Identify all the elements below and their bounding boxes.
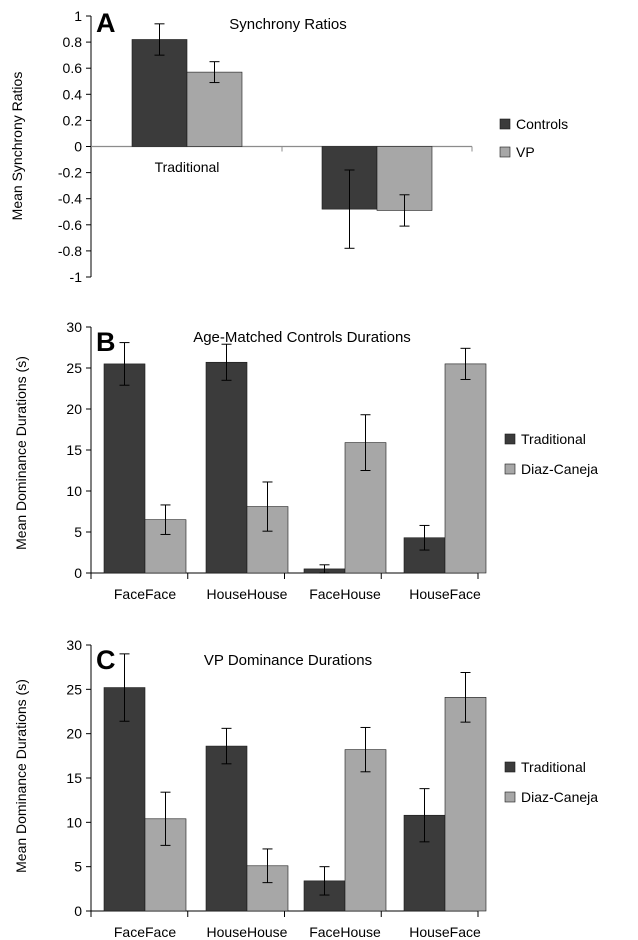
category-label: HouseHouse [207, 924, 288, 940]
legend-label: Traditional [521, 431, 586, 447]
y-tick-label: 0.2 [63, 112, 83, 128]
bar-layer [132, 24, 432, 248]
y-tick-label: 0 [74, 565, 82, 581]
panel-letter: A [96, 8, 116, 38]
legend-swatch [505, 464, 515, 474]
y-tick-label: 10 [66, 814, 82, 830]
chart-title: Age-Matched Controls Durations [193, 329, 411, 346]
y-axis-label: Mean Dominance Durations (s) [13, 679, 29, 873]
legend-swatch [505, 434, 515, 444]
legend: Controls VP [500, 116, 568, 160]
y-tick-label: 0 [74, 139, 82, 155]
bar [445, 697, 486, 911]
legend-label: Controls [516, 116, 568, 132]
y-tick-label: 15 [66, 442, 82, 458]
y-axis-label: Mean Synchrony Ratios [9, 72, 25, 221]
legend: Traditional Diaz-Caneja [505, 431, 598, 477]
category-label: HouseHouse [207, 586, 288, 602]
bar [187, 72, 242, 146]
bar [445, 364, 486, 573]
y-tick-label: 0.4 [63, 86, 83, 102]
category-label: Traditional [155, 159, 220, 175]
category-label: FaceFace [114, 586, 176, 602]
legend-swatch [505, 792, 515, 802]
y-tick-label: 25 [66, 360, 82, 376]
legend-label: VP [516, 144, 535, 160]
category-label: HouseFace [409, 586, 481, 602]
y-tick-label: 15 [66, 770, 82, 786]
y-tick-label: -0.8 [58, 243, 82, 259]
y-tick-label: 5 [74, 524, 82, 540]
y-tick-label: 0.6 [63, 60, 83, 76]
legend-swatch [500, 147, 510, 157]
chart-title: Synchrony Ratios [229, 16, 347, 33]
y-tick-label: 5 [74, 859, 82, 875]
category-label: FaceHouse [309, 924, 381, 940]
y-tick-label: 0 [74, 903, 82, 919]
legend-swatch [505, 762, 515, 772]
y-tick-label: 25 [66, 681, 82, 697]
y-tick-label: 30 [66, 637, 82, 653]
bar-layer [104, 654, 486, 911]
legend: Traditional Diaz-Caneja [505, 759, 598, 805]
y-tick-label: 1 [74, 8, 82, 24]
bar [104, 364, 145, 573]
legend-swatch [500, 119, 510, 129]
chart-title: VP Dominance Durations [204, 652, 372, 669]
y-tick-label: -0.4 [58, 191, 82, 207]
panel-b-controls-durations-chart: B Age-Matched Controls Durations Mean Do… [13, 319, 598, 602]
panel-a-synchrony-chart: A Synchrony Ratios Mean Synchrony Ratios… [9, 8, 568, 285]
legend-label: Diaz-Caneja [521, 461, 598, 477]
bar [206, 746, 247, 911]
y-tick-label: -1 [70, 269, 83, 285]
legend-label: Traditional [521, 759, 586, 775]
y-tick-label: 30 [66, 319, 82, 335]
bar-layer [104, 343, 486, 573]
y-tick-label: 20 [66, 726, 82, 742]
panel-letter: B [96, 327, 116, 357]
category-label: FaceHouse [309, 586, 381, 602]
y-tick-label: -0.2 [58, 165, 82, 181]
category-label: FaceFace [114, 924, 176, 940]
panel-letter: C [96, 645, 116, 675]
category-label: HouseFace [409, 924, 481, 940]
bar [345, 750, 386, 911]
bar [206, 362, 247, 573]
legend-label: Diaz-Caneja [521, 789, 598, 805]
y-axis-label: Mean Dominance Durations (s) [13, 356, 29, 550]
y-tick-label: 20 [66, 401, 82, 417]
panel-c-vp-durations-chart: C VP Dominance Durations Mean Dominance … [13, 637, 598, 940]
y-tick-label: 10 [66, 483, 82, 499]
y-tick-label: -0.6 [58, 217, 82, 233]
y-tick-label: 0.8 [63, 34, 83, 50]
